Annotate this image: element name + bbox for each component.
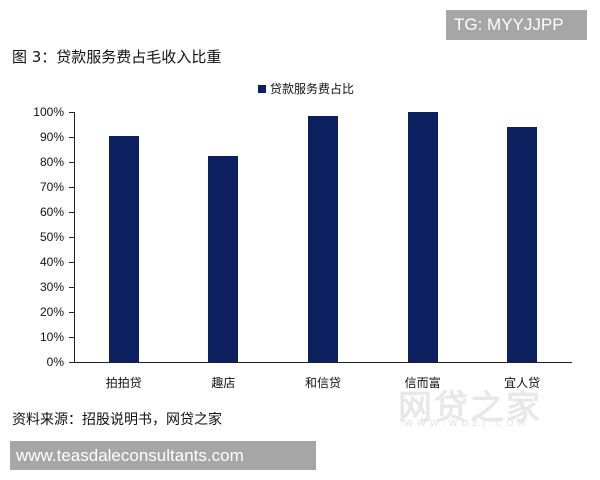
x-tick-label: 信而富: [404, 376, 441, 390]
bar-chart-plot: 0% 10% 20% 30% 40% 50% 60% 70% 80% 90% 100% 拍拍贷 趣店 和信…: [33, 105, 572, 390]
y-tick: [69, 287, 74, 288]
x-axis: [74, 362, 572, 363]
x-tick-label: 宜人贷: [504, 376, 541, 390]
watermark-logo-url: WWW.WDZJ.COM: [404, 419, 530, 429]
x-tick-label: 拍拍贷: [105, 376, 142, 390]
bar: [308, 115, 338, 362]
y-tick: [69, 212, 74, 213]
source-note: 资料来源：招股说明书，网贷之家: [12, 412, 222, 428]
y-tick-label: 60%: [39, 205, 64, 219]
y-tick-label: 70%: [39, 180, 64, 194]
chart-legend: 贷款服务费占比: [258, 80, 354, 97]
watermark-logo: 网贷之家: [398, 388, 542, 428]
bar: [108, 135, 139, 362]
y-tick-label: 50%: [39, 230, 64, 244]
legend-swatch: [258, 84, 266, 93]
y-tick: [69, 112, 74, 113]
y-tick: [69, 337, 74, 338]
y-axis: [74, 112, 75, 363]
bar: [208, 155, 239, 362]
watermark-site-url: www.teasdaleconsultants.com: [10, 441, 316, 470]
y-tick-label: 0%: [46, 355, 64, 369]
y-tick: [69, 237, 74, 238]
y-tick: [69, 162, 74, 163]
y-tick-label: 20%: [39, 305, 64, 319]
bar: [407, 112, 438, 362]
bar: [507, 127, 538, 362]
y-tick-label: 30%: [39, 280, 64, 294]
figure-title: 图 3：贷款服务费占毛收入比重: [12, 48, 222, 66]
legend-label: 贷款服务费占比: [270, 82, 355, 96]
y-tick: [69, 137, 74, 138]
y-tick-label: 80%: [39, 155, 64, 169]
y-tick: [69, 187, 74, 188]
y-tick: [69, 262, 74, 263]
y-tick-label: 10%: [39, 330, 64, 344]
watermark-tg-label: TG: MYYJJPP: [446, 10, 587, 40]
y-tick-label: 40%: [39, 255, 64, 269]
x-tick-label: 和信贷: [304, 376, 342, 390]
y-tick-label: 90%: [39, 130, 64, 144]
y-tick-label: 100%: [33, 105, 64, 119]
x-tick-label: 趣店: [211, 376, 236, 390]
y-tick: [69, 312, 74, 313]
y-tick: [69, 362, 74, 363]
